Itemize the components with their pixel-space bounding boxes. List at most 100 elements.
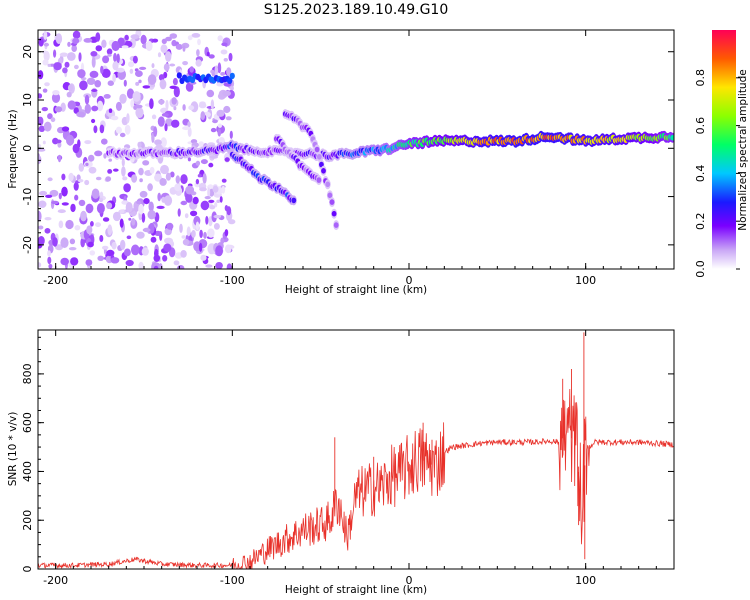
heatmap-cell xyxy=(116,67,125,73)
x-tick-label: 0 xyxy=(406,574,413,587)
heatmap-cell xyxy=(61,126,70,132)
heatmap-cell xyxy=(132,55,138,64)
heatmap-cell xyxy=(43,42,50,47)
heatmap-cell xyxy=(60,237,69,248)
heatmap-cell xyxy=(217,123,222,128)
heatmap-cell xyxy=(185,193,193,203)
heatmap-cell xyxy=(165,36,172,42)
heatmap-cell xyxy=(135,104,143,109)
heatmap-cell xyxy=(51,92,61,103)
heatmap-cell xyxy=(39,190,48,196)
heatmap-cell xyxy=(65,219,74,230)
heatmap-cell xyxy=(76,111,86,118)
heatmap-cell xyxy=(204,196,211,200)
heatmap-cell xyxy=(205,215,209,225)
heatmap-cell xyxy=(88,154,95,162)
heatmap-cell xyxy=(139,178,143,183)
heatmap-cell xyxy=(126,88,135,99)
heatmap-cell xyxy=(66,52,76,61)
heatmap-cell xyxy=(210,99,215,110)
heatmap-cell xyxy=(142,85,151,89)
heatmap-cell xyxy=(53,49,57,58)
heatmap-cell xyxy=(291,197,297,204)
heatmap-cell xyxy=(74,225,81,231)
heatmap-cell xyxy=(166,222,174,230)
heatmap-cell xyxy=(165,51,172,62)
heatmap-cell xyxy=(327,192,333,199)
heatmap-cell xyxy=(182,61,189,66)
heatmap-cell xyxy=(220,72,226,76)
heatmap-cell xyxy=(61,173,66,181)
heatmap-cell xyxy=(187,121,191,128)
heatmap-cell xyxy=(329,199,335,205)
y-tick-label: 20 xyxy=(21,45,34,59)
heatmap-cell xyxy=(154,230,162,236)
heatmap-cell xyxy=(91,118,96,124)
heatmap-cell xyxy=(154,173,162,182)
heatmap-cell xyxy=(195,59,202,67)
heatmap-cell xyxy=(180,174,188,185)
heatmap-cell xyxy=(85,162,89,167)
heatmap-cell xyxy=(170,171,175,178)
heatmap-cell xyxy=(176,72,182,79)
colorbar-tick-label: 0.8 xyxy=(694,69,707,87)
heatmap-cell xyxy=(38,154,42,165)
snr-x-axis-label: Height of straight line (km) xyxy=(285,584,427,596)
heatmap-cell xyxy=(102,55,110,64)
heatmap-cell xyxy=(106,48,113,55)
heatmap-cell xyxy=(43,121,52,132)
colorbar-ticks: 0.0 0.2 0.4 0.6 0.8 xyxy=(694,69,740,278)
heatmap-cell xyxy=(151,63,155,69)
heatmap-cell xyxy=(145,40,153,52)
heatmap-cell xyxy=(186,226,191,237)
heatmap-cell xyxy=(217,128,222,137)
heatmap-cell xyxy=(157,116,165,127)
heatmap-cell xyxy=(45,194,53,198)
heatmap-cell xyxy=(42,59,49,66)
heatmap-cell xyxy=(200,254,207,261)
heatmap-cell xyxy=(142,160,150,166)
heatmap-cell xyxy=(106,249,115,257)
heatmap-cell xyxy=(58,192,62,200)
heatmap-cell xyxy=(54,106,63,113)
heatmap-cell xyxy=(62,67,68,74)
heatmap-cell xyxy=(148,201,154,212)
heatmap-cell xyxy=(102,245,109,250)
spectrogram-x-ticks: -200 -100 0 100 xyxy=(43,30,675,287)
heatmap-cell xyxy=(87,241,94,248)
chart-title: S125.2023.189.10.49.G10 xyxy=(264,2,449,18)
heatmap-cell xyxy=(101,39,107,48)
heatmap-cell xyxy=(107,80,115,86)
heatmap-cell xyxy=(107,169,113,174)
colorbar: 0.0 0.2 0.4 0.6 0.8 Normalized spectral ampl… xyxy=(694,30,749,278)
x-tick-label: -200 xyxy=(43,274,68,287)
heatmap-cell xyxy=(121,158,125,167)
y-tick-label: 10 xyxy=(21,93,34,107)
heatmap-cell xyxy=(142,227,151,233)
heatmap-cell xyxy=(78,199,86,207)
snr-y-ticks: 0 200 400 600 800 xyxy=(21,336,674,573)
heatmap-cell xyxy=(52,237,58,247)
heatmap-cell xyxy=(169,33,178,39)
heatmap-cell xyxy=(147,74,157,85)
heatmap-cell xyxy=(83,38,93,43)
spectrogram-x-axis-label: Height of straight line (km) xyxy=(285,284,427,296)
heatmap-cell xyxy=(223,105,231,114)
heatmap-cell xyxy=(175,43,183,50)
heatmap-cell xyxy=(126,113,130,124)
heatmap-cell xyxy=(122,176,128,181)
heatmap-cell xyxy=(128,217,132,221)
heatmap-cell xyxy=(47,250,51,257)
heatmap-cell xyxy=(136,231,145,239)
y-tick-label: 800 xyxy=(21,363,34,384)
colorbar-tick-label: 0.0 xyxy=(694,260,707,278)
heatmap-cell xyxy=(198,102,207,109)
heatmap-cell xyxy=(67,41,71,47)
heatmap-cell xyxy=(119,209,125,214)
heatmap-cell xyxy=(72,37,80,45)
heatmap-cell xyxy=(224,244,232,254)
heatmap-cell xyxy=(226,67,232,76)
heatmap-cell xyxy=(95,45,103,52)
heatmap-cell xyxy=(78,179,84,183)
heatmap-cell xyxy=(38,125,45,132)
